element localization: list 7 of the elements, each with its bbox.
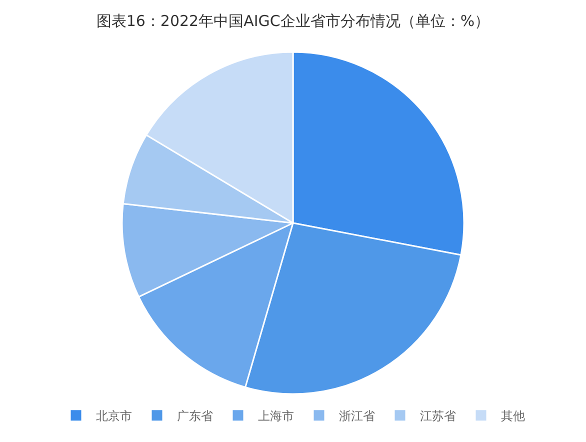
legend-label: 其他: [501, 409, 525, 424]
chart-title: 图表16：2022年中国AIGC企业省市分布情况（单位：%）: [96, 12, 490, 30]
legend-label: 浙江省: [339, 409, 375, 424]
legend-label: 江苏省: [420, 409, 456, 424]
legend-label: 广东省: [177, 409, 213, 424]
legend-label: 上海市: [258, 409, 294, 424]
legend-label: 北京市: [96, 409, 132, 424]
